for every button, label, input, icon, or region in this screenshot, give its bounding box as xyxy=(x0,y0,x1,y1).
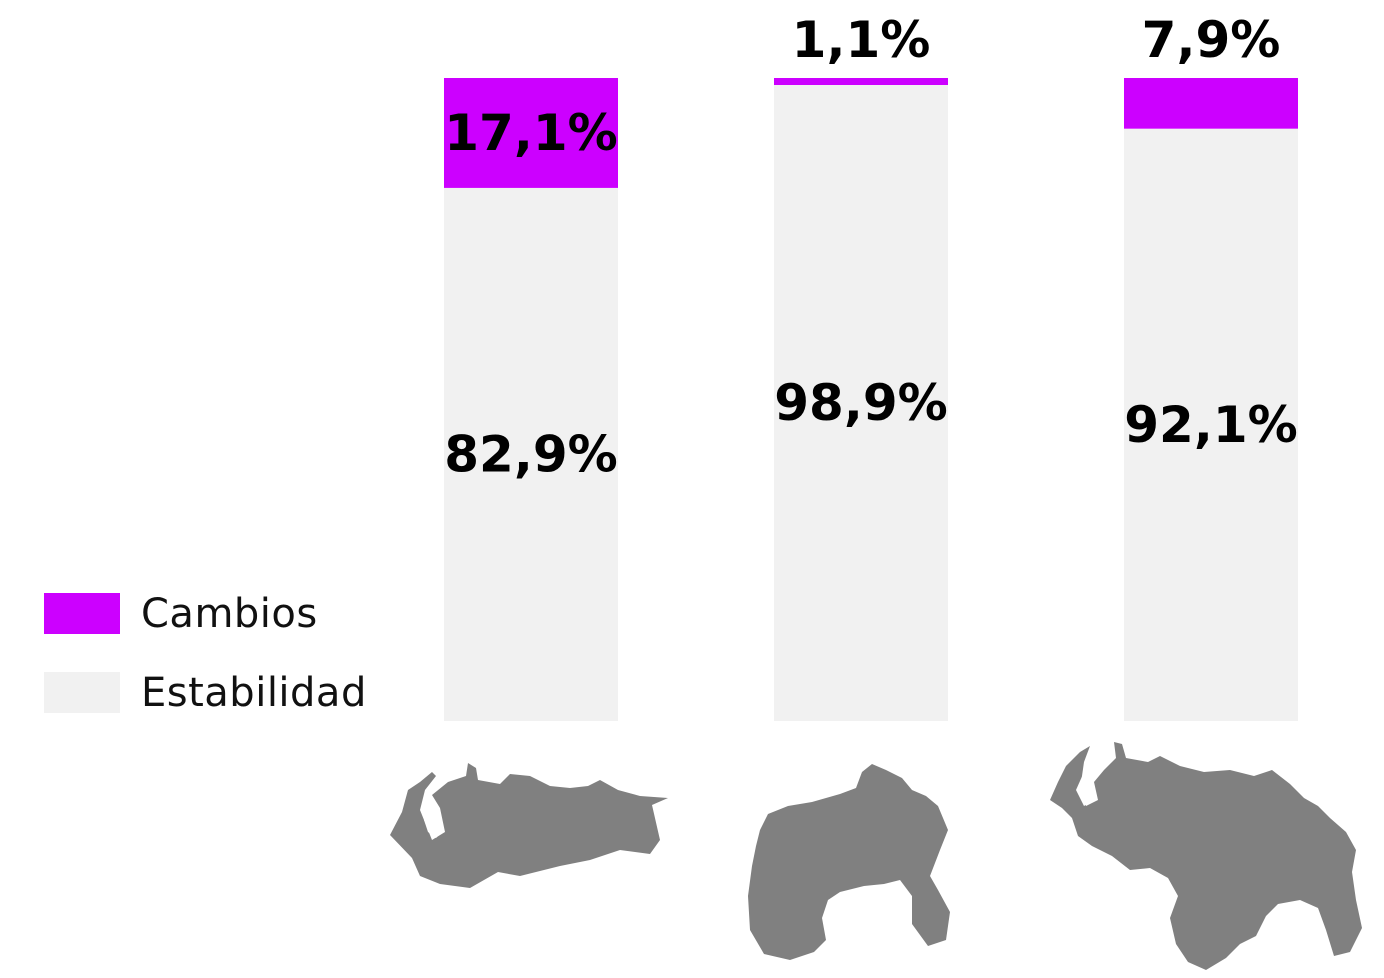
legend-swatch-estabilidad xyxy=(44,672,120,713)
label-cambios-1: 17,1% xyxy=(444,104,617,162)
label-cambios-2: 1,1% xyxy=(792,11,931,69)
bar-cambios-1 xyxy=(444,78,618,188)
bar-cambios-2 xyxy=(774,78,948,86)
legend-swatch-cambios xyxy=(44,593,120,634)
bar-cambios-3 xyxy=(1124,78,1298,129)
legend: Cambios Estabilidad xyxy=(44,590,367,751)
map-region-national xyxy=(1050,742,1362,970)
labels-layer: 17,1% 82,9% 1,1% 98,9% 7,9% 92,1% xyxy=(444,11,1297,483)
map-region-west-lake xyxy=(424,806,444,838)
legend-label-estabilidad: Estabilidad xyxy=(141,669,367,716)
bar-estabilidad-1 xyxy=(444,187,618,721)
map-region-west xyxy=(390,763,668,888)
label-estabilidad-1: 82,9% xyxy=(444,425,617,483)
bar-estabilidad-2 xyxy=(774,85,948,721)
bars-layer xyxy=(444,78,1298,721)
region-maps xyxy=(390,742,1362,970)
map-region-central xyxy=(748,764,950,960)
legend-label-cambios: Cambios xyxy=(141,590,318,637)
legend-item-cambios: Cambios xyxy=(44,590,367,637)
legend-item-estabilidad: Estabilidad xyxy=(44,669,367,716)
label-estabilidad-2: 98,9% xyxy=(774,374,947,432)
bar-estabilidad-3 xyxy=(1124,128,1298,721)
label-cambios-3: 7,9% xyxy=(1142,11,1281,69)
label-estabilidad-3: 92,1% xyxy=(1124,396,1297,454)
map-region-national-lake xyxy=(1076,772,1094,806)
